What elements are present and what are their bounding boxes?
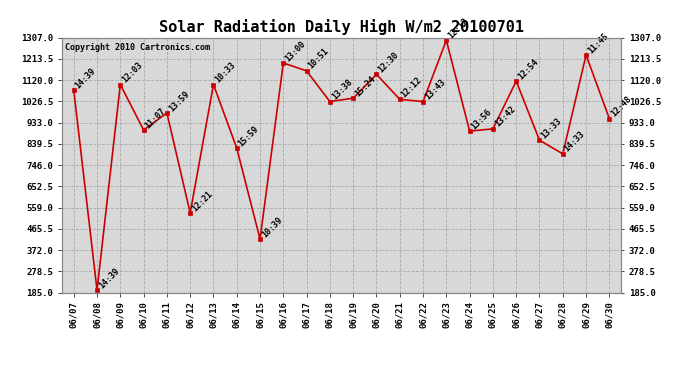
Text: 15:59: 15:59 — [237, 124, 261, 148]
Text: 13:38: 13:38 — [330, 78, 354, 102]
Title: Solar Radiation Daily High W/m2 20100701: Solar Radiation Daily High W/m2 20100701 — [159, 19, 524, 35]
Text: 12:30: 12:30 — [377, 50, 400, 74]
Text: 13:59: 13:59 — [167, 89, 191, 113]
Text: 13:42: 13:42 — [493, 105, 517, 129]
Text: 10:39: 10:39 — [260, 215, 284, 239]
Text: Copyright 2010 Cartronics.com: Copyright 2010 Cartronics.com — [65, 43, 210, 52]
Text: 13:33: 13:33 — [540, 116, 564, 140]
Text: 14:39: 14:39 — [97, 266, 121, 290]
Text: 12:03: 12:03 — [120, 60, 144, 84]
Text: 11:45: 11:45 — [586, 31, 610, 55]
Text: 13:56: 13:56 — [470, 107, 493, 131]
Text: 12:48: 12:48 — [609, 94, 633, 118]
Text: 11:07: 11:07 — [144, 106, 168, 130]
Text: 15:24: 15:24 — [353, 74, 377, 98]
Text: 10:33: 10:33 — [213, 60, 237, 84]
Text: 12:12: 12:12 — [400, 75, 424, 99]
Text: 13:43: 13:43 — [423, 78, 447, 102]
Text: 10:51: 10:51 — [306, 47, 331, 71]
Text: 12:12: 12:12 — [446, 16, 471, 40]
Text: 12:21: 12:21 — [190, 189, 214, 213]
Text: 14:33: 14:33 — [563, 130, 586, 154]
Text: 14:39: 14:39 — [74, 66, 98, 90]
Text: 13:00: 13:00 — [284, 39, 307, 63]
Text: 12:54: 12:54 — [516, 57, 540, 81]
